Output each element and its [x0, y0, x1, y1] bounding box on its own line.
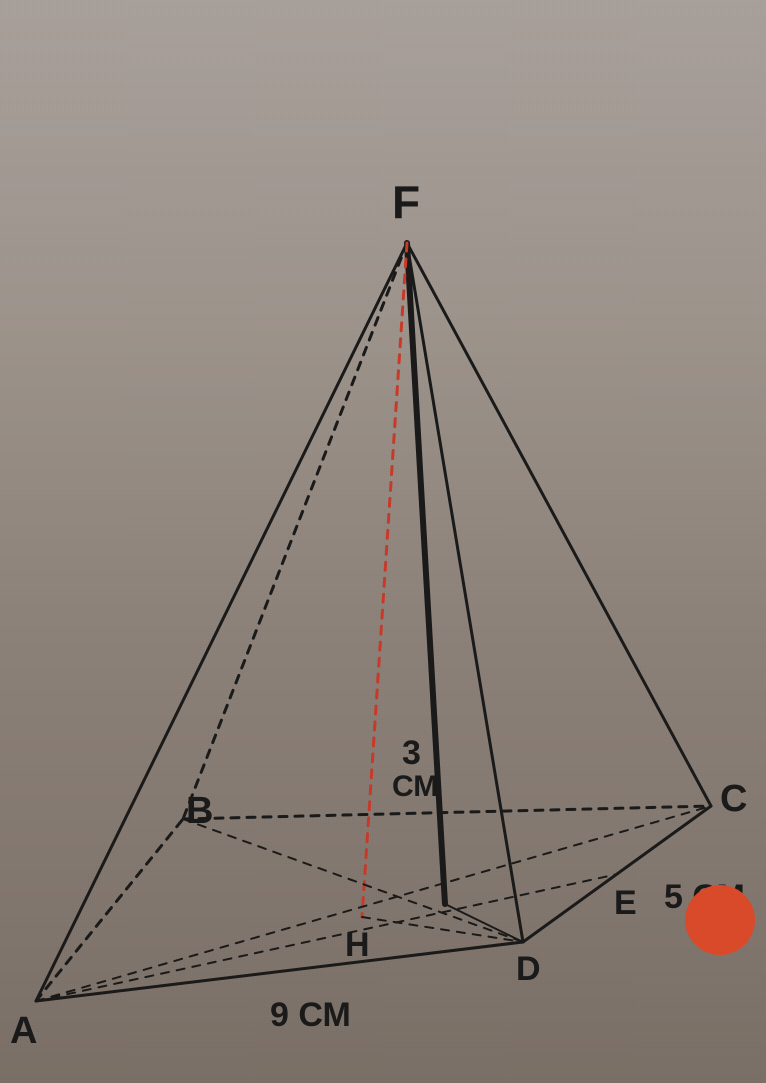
- base-width-label: 9 СМ: [270, 996, 351, 1035]
- point-H-label: H: [345, 926, 370, 965]
- vertex-A-label: A: [10, 1010, 37, 1053]
- pyramid-svg: [0, 0, 766, 1083]
- point-E-label: E: [614, 884, 637, 923]
- vertex-B-label: B: [186, 790, 213, 833]
- pyramid-diagram: [0, 0, 766, 1083]
- red-marker-dot: [685, 885, 755, 955]
- height-unit-label: СМ: [392, 770, 438, 804]
- vertex-C-label: C: [720, 778, 747, 821]
- vertex-F-label: F: [392, 175, 420, 229]
- height-value-label: 3: [402, 734, 421, 773]
- vertex-D-label: D: [516, 950, 541, 989]
